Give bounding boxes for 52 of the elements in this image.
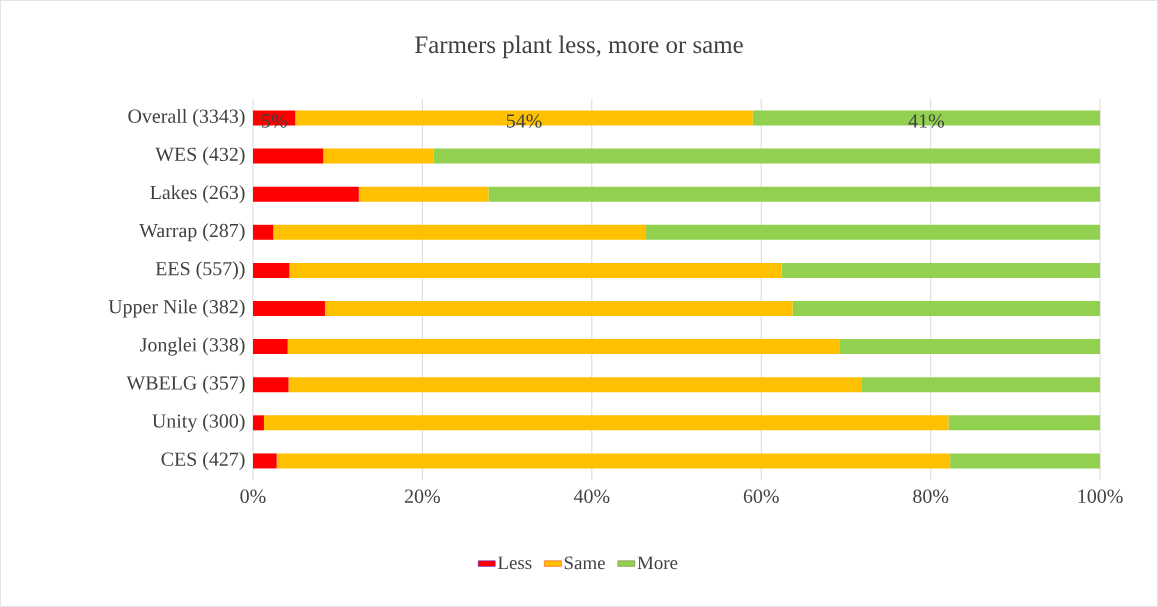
x-tick-label: 100%: [1078, 489, 1123, 504]
bar: [252, 301, 325, 317]
bar: [752, 110, 1101, 126]
bar: [263, 415, 949, 431]
bar: [252, 148, 324, 164]
data-label: 54%: [506, 114, 542, 128]
bar: [646, 224, 1101, 240]
bar: [276, 453, 951, 469]
y-tick-label: Unity (300): [152, 413, 245, 432]
data-label: 41%: [908, 114, 945, 128]
data-label: 5%: [262, 114, 287, 128]
bar: [287, 339, 841, 355]
bar: [252, 415, 264, 431]
y-tick-label: EES (557)): [155, 261, 245, 280]
y-tick-label: Overall (3343): [128, 108, 245, 128]
bar: [252, 377, 289, 393]
y-tick-label: Lakes (263): [150, 185, 245, 204]
y-tick-label: WES (432): [155, 147, 245, 166]
y-tick-label: WBELG (357): [126, 375, 245, 394]
bar: [792, 301, 1101, 317]
bar: [252, 224, 274, 240]
y-tick-label: Warrap (287): [139, 223, 245, 242]
legend-label: Same: [564, 556, 605, 570]
bar: [840, 339, 1101, 355]
x-tick-label: 60%: [743, 489, 779, 504]
bar: [323, 148, 434, 164]
x-tick-label: 0%: [240, 489, 266, 504]
legend-label: Less: [497, 556, 532, 570]
legend-label: More: [637, 556, 678, 570]
bar: [252, 186, 359, 202]
y-tick-label: CES (427): [161, 451, 245, 470]
y-tick-label: Jonglei (338): [140, 337, 245, 356]
bar: [252, 262, 290, 278]
bar: [781, 262, 1101, 278]
x-tick-label: 20%: [404, 489, 440, 504]
bar: [288, 377, 862, 393]
chart-title: Farmers plant less, more or same: [415, 35, 743, 59]
x-tick-label: 80%: [913, 489, 949, 504]
bar: [273, 224, 647, 240]
bar: [324, 301, 793, 317]
bar: [948, 415, 1101, 431]
bar: [861, 377, 1101, 393]
bar: [358, 186, 489, 202]
bar: [488, 186, 1101, 202]
bar: [950, 453, 1101, 469]
bar: [295, 110, 753, 126]
bar: [252, 453, 277, 469]
bar: [252, 339, 288, 355]
bar: [433, 148, 1101, 164]
x-tick-label: 40%: [573, 489, 610, 504]
y-tick-label: Upper Nile (382): [108, 299, 245, 318]
bar: [289, 262, 782, 278]
